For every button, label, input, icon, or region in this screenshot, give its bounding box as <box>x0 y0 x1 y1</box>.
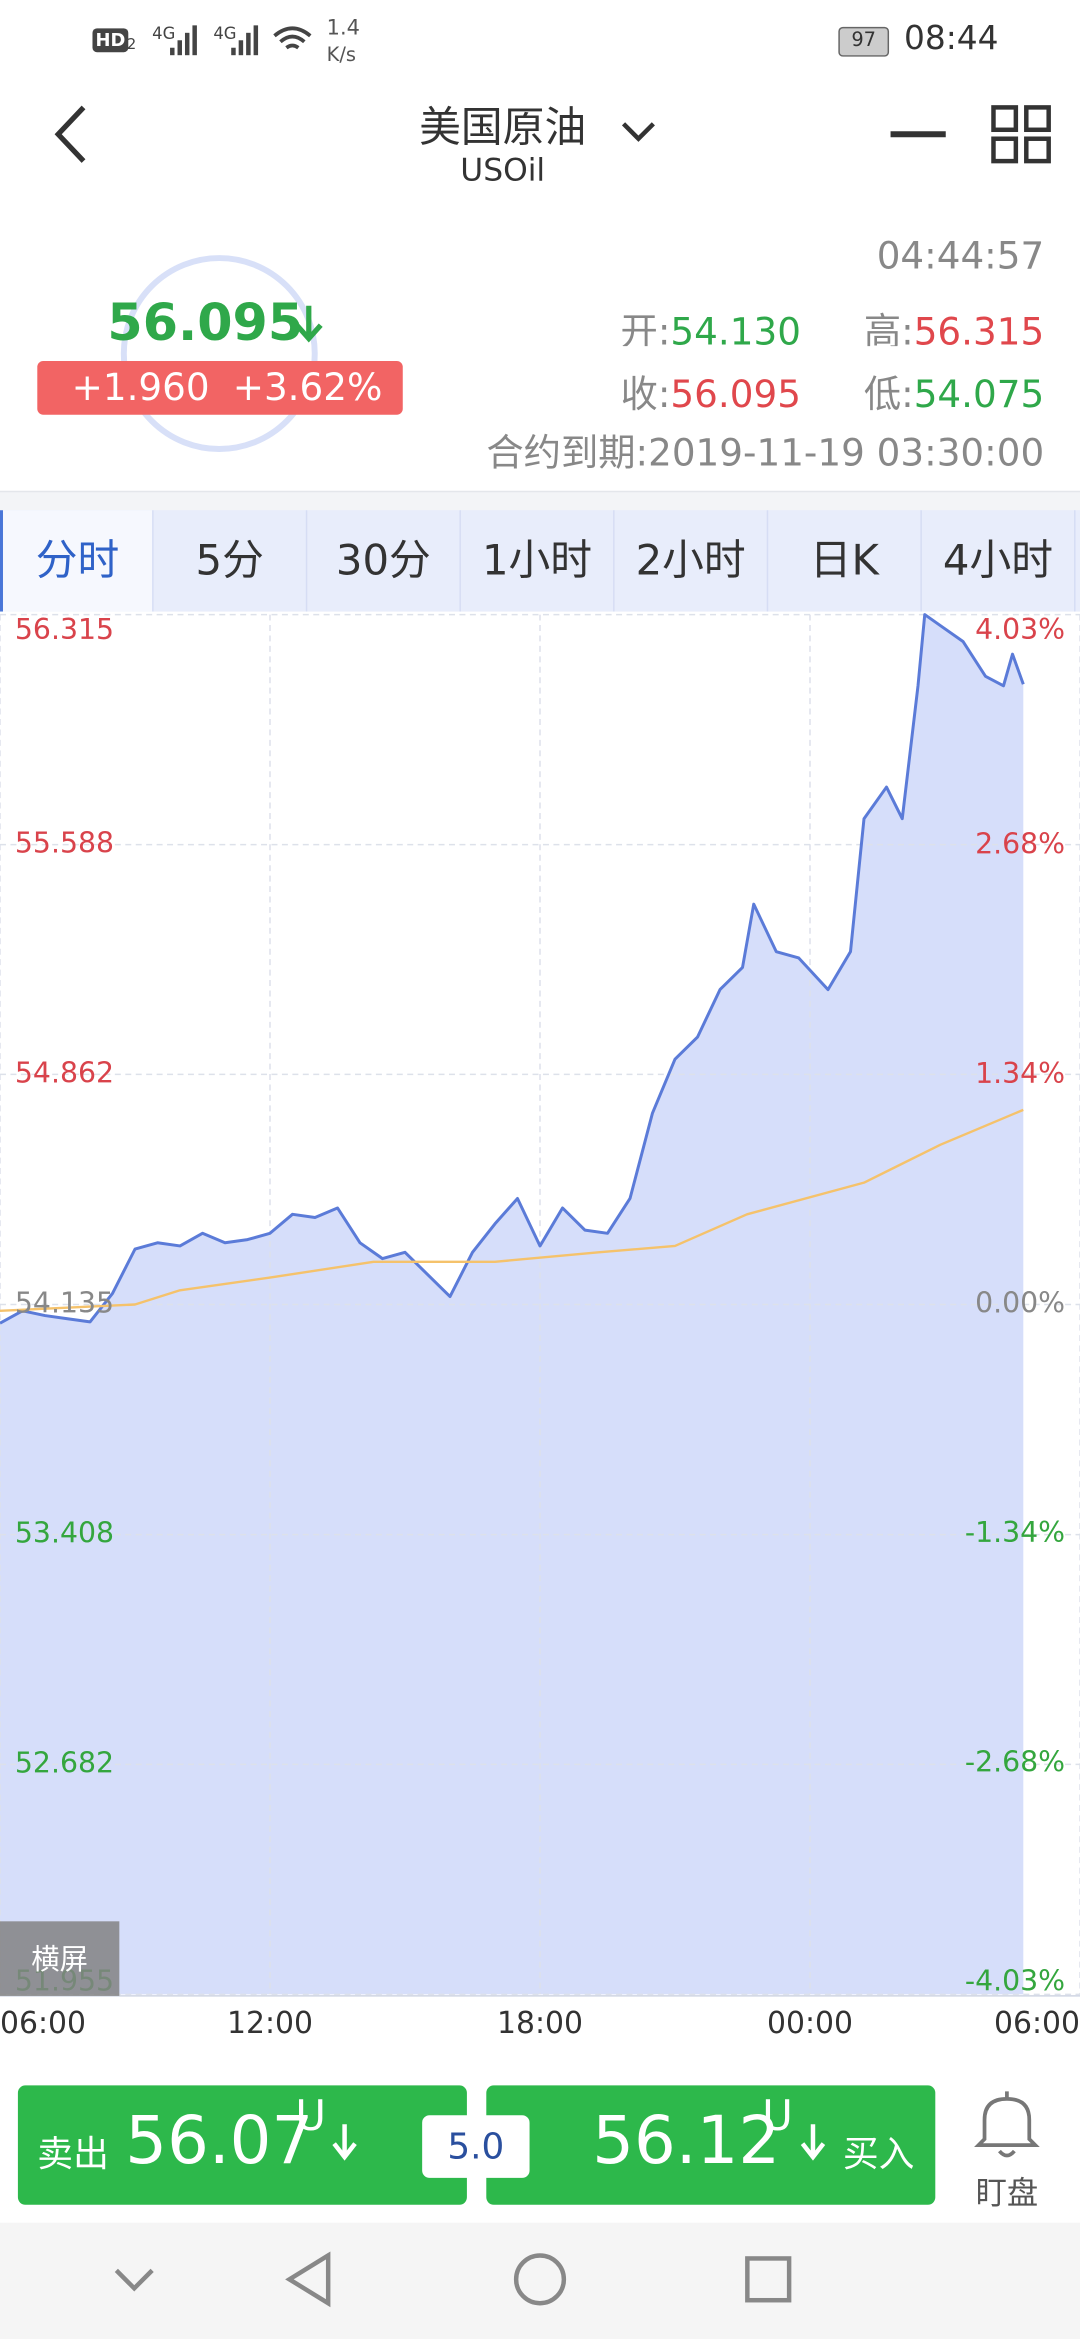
low-row: 低:54.075 <box>864 365 1044 419</box>
y-tick-label: 54.862 <box>15 1056 114 1089</box>
x-tick-label: 18:00 <box>497 2006 583 2041</box>
low-label: 低: <box>863 372 914 417</box>
tab[interactable]: 2小时 <box>615 510 769 612</box>
tab[interactable]: 分时 <box>0 510 154 612</box>
buy-unit: U <box>762 2091 793 2141</box>
tab[interactable]: 30分 <box>307 510 461 612</box>
buy-price: 56.12 <box>592 2103 781 2180</box>
nav-back[interactable] <box>285 2251 331 2308</box>
close-value: 56.095 <box>670 372 801 417</box>
dropdown-button[interactable] <box>621 122 655 142</box>
price-line <box>0 1108 1024 1313</box>
x-tick-label: 12:00 <box>227 2006 313 2041</box>
sell-unit: U <box>295 2091 326 2141</box>
net-label: 4G <box>213 23 237 44</box>
nav-home[interactable] <box>513 2253 567 2306</box>
landscape-button[interactable]: 横屏 <box>0 1921 120 1996</box>
spread: 5.0 <box>422 2115 530 2178</box>
x-tick-label: 06:00 <box>994 2006 1080 2041</box>
area <box>0 614 1024 1995</box>
sim-label: 2 <box>126 37 137 54</box>
x-tick-label: 06:00 <box>0 2006 86 2041</box>
close-label: 收: <box>620 372 671 417</box>
back-button[interactable] <box>54 105 86 163</box>
net-speed: 1.4 <box>326 16 360 41</box>
sell-label: 卖出 <box>37 2133 109 2175</box>
high-row: 高:56.315 <box>864 306 1044 346</box>
tab[interactable]: 5分 <box>154 510 308 612</box>
nav-recent[interactable] <box>745 2256 792 2303</box>
y2-tick-label: 4.03% <box>975 613 1065 646</box>
y2-tick-label: -2.68% <box>965 1745 1065 1778</box>
subtitle: USOil <box>460 152 546 188</box>
title: 美国原油 <box>419 102 587 153</box>
y-tick-label: 52.682 <box>15 1746 114 1779</box>
price-line <box>0 613 1025 1325</box>
y2-tick-label: -1.34% <box>965 1516 1065 1549</box>
open-row: 开:54.130 <box>621 306 801 346</box>
x-tick-label: 00:00 <box>767 2006 853 2041</box>
open-value: 54.130 <box>670 310 801 347</box>
chart: 56.31555.58854.86254.13553.40852.68251.9… <box>0 613 1080 2041</box>
y2-tick-label: 2.68% <box>975 828 1065 861</box>
net-label: 4G <box>152 23 176 44</box>
header-icons <box>54 105 1051 164</box>
layout-button[interactable] <box>991 105 1051 164</box>
quote-time: 04:44:57 <box>876 234 1045 278</box>
tab[interactable]: 1小时 <box>461 510 615 612</box>
sell-button[interactable] <box>17 2085 467 2205</box>
tab[interactable]: 4小时 <box>922 510 1076 612</box>
y2-tick-label: 0.00% <box>975 1287 1065 1320</box>
hd-icon: HD <box>92 28 129 53</box>
change: +1.960 <box>71 365 210 409</box>
y-tick-label: 55.588 <box>15 827 114 860</box>
quote-decoration <box>120 255 323 452</box>
high-label: 高: <box>863 310 914 347</box>
net-speed-unit: K/s <box>326 44 357 68</box>
expiry: 合约到期:2019-11-19 03:30:00 <box>486 431 1045 475</box>
low-value: 54.075 <box>913 372 1045 417</box>
y-tick-label: 53.408 <box>15 1517 114 1550</box>
open-label: 开: <box>620 310 671 347</box>
watch-label[interactable]: 盯盘 <box>975 2174 1039 2211</box>
buy-button[interactable] <box>486 2085 936 2205</box>
tab[interactable]: 日K <box>768 510 922 612</box>
sell-price: 56.07 <box>125 2103 314 2180</box>
y-tick-label: 54.135 <box>15 1287 114 1320</box>
nav-collapse[interactable] <box>114 2268 154 2292</box>
y2-tick-label: 1.34% <box>975 1057 1065 1090</box>
divider <box>0 490 1080 512</box>
clock: 08:44 <box>903 20 999 59</box>
signal-icons <box>170 25 312 56</box>
battery: 97 <box>838 26 890 57</box>
change-pct: +3.62% <box>232 365 383 409</box>
buy-label: 买入 <box>842 2133 915 2175</box>
y2-tick-label: -4.03% <box>965 1964 1065 1997</box>
change-box <box>37 360 403 415</box>
tab-bar: 分时 5分 30分 1小时 2小时 日K 4小时 <box>0 510 1080 612</box>
price: 56.095 <box>107 293 304 354</box>
close-row: 收:56.095 <box>621 365 801 419</box>
bell-icon[interactable] <box>974 2091 1040 2158</box>
y-tick-label: 56.315 <box>15 613 114 646</box>
trade-icons <box>0 2091 1080 2340</box>
high-value: 56.315 <box>913 310 1045 347</box>
